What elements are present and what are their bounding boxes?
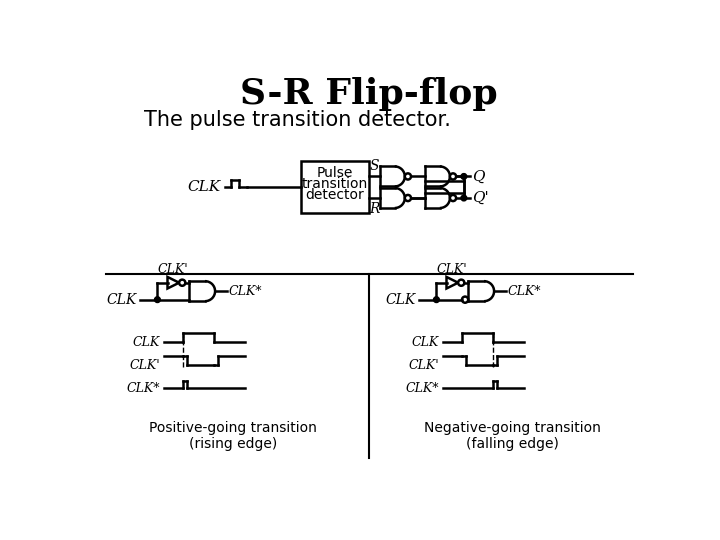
Text: CLK: CLK [187,180,220,194]
Text: Q': Q' [472,191,488,205]
Circle shape [450,173,456,179]
Text: detector: detector [305,188,364,202]
Text: CLK': CLK' [158,263,188,276]
Text: CLK': CLK' [408,359,438,372]
Text: CLK*: CLK* [126,382,160,395]
Circle shape [462,174,466,179]
Circle shape [434,298,438,302]
Text: CLK: CLK [385,293,415,307]
Text: CLK*: CLK* [228,285,262,298]
Circle shape [458,280,464,286]
Text: CLK': CLK' [436,263,467,276]
Circle shape [462,296,468,303]
Text: transition: transition [302,177,368,191]
Circle shape [179,280,185,286]
Text: CLK*: CLK* [405,382,438,395]
Circle shape [155,298,160,302]
Text: CLK: CLK [107,293,137,307]
Bar [301,161,369,213]
Text: Q: Q [472,170,484,184]
Circle shape [405,173,411,179]
Circle shape [405,195,411,201]
Text: Negative-going transition
(falling edge): Negative-going transition (falling edge) [424,421,600,451]
Text: CLK: CLK [412,335,438,348]
Text: R: R [369,202,379,216]
Text: CLK': CLK' [129,359,160,372]
Text: S: S [369,159,379,173]
Text: Positive-going transition
(rising edge): Positive-going transition (rising edge) [150,421,318,451]
Circle shape [462,195,466,200]
Circle shape [450,195,456,201]
Text: Pulse: Pulse [317,166,353,180]
Text: CLK*: CLK* [508,285,541,298]
Text: CLK: CLK [132,335,160,348]
Text: The pulse transition detector.: The pulse transition detector. [144,110,451,130]
Text: S-R Flip-flop: S-R Flip-flop [240,77,498,111]
